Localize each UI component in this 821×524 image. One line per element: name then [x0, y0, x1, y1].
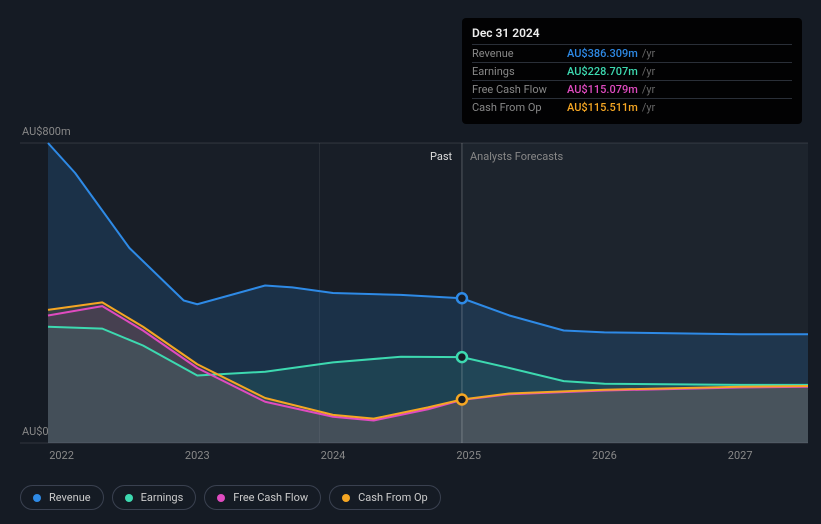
legend-item[interactable]: Earnings — [112, 485, 197, 510]
tooltip-row-unit: /yr — [642, 83, 655, 96]
tooltip-row-value: AU$228.707m — [567, 65, 638, 78]
tooltip-row: EarningsAU$228.707m/yr — [472, 62, 792, 80]
legend-dot-icon — [125, 494, 133, 502]
legend-label: Earnings — [141, 491, 184, 504]
tooltip-row-label: Revenue — [472, 47, 567, 60]
x-axis-tick: 2024 — [321, 449, 346, 462]
chart-plot — [20, 125, 808, 445]
tooltip-row-label: Cash From Op — [472, 101, 567, 114]
tooltip-row-value: AU$386.309m — [567, 47, 638, 60]
past-label: Past — [430, 150, 452, 163]
tooltip-row-unit: /yr — [642, 47, 655, 60]
legend: Revenue Earnings Free Cash Flow Cash From O… — [20, 485, 441, 510]
legend-item[interactable]: Free Cash Flow — [204, 485, 321, 510]
tooltip-row-unit: /yr — [642, 101, 655, 114]
legend-dot-icon — [342, 494, 350, 502]
tooltip-row: RevenueAU$386.309m/yr — [472, 44, 792, 62]
x-axis-tick: 2025 — [456, 449, 481, 462]
forecast-label: Analysts Forecasts — [470, 150, 563, 163]
legend-label: Cash From Op — [358, 491, 428, 504]
tooltip-row: Cash From OpAU$115.511m/yr — [472, 98, 792, 116]
legend-dot-icon — [33, 494, 41, 502]
chart-svg — [20, 125, 808, 465]
tooltip: Dec 31 2024 RevenueAU$386.309m/yrEarning… — [462, 18, 802, 124]
legend-label: Free Cash Flow — [233, 491, 308, 504]
tooltip-row: Free Cash FlowAU$115.079m/yr — [472, 80, 792, 98]
tooltip-row-value: AU$115.079m — [567, 83, 638, 96]
tooltip-row-label: Free Cash Flow — [472, 83, 567, 96]
x-axis-tick: 2027 — [728, 449, 753, 462]
legend-item[interactable]: Revenue — [20, 485, 104, 510]
x-axis-tick: 2022 — [49, 449, 74, 462]
x-axis-tick: 2026 — [592, 449, 617, 462]
legend-label: Revenue — [49, 491, 91, 504]
legend-dot-icon — [217, 494, 225, 502]
tooltip-title: Dec 31 2024 — [472, 26, 792, 40]
tooltip-row-unit: /yr — [642, 65, 655, 78]
x-axis-tick: 2023 — [185, 449, 210, 462]
tooltip-row-label: Earnings — [472, 65, 567, 78]
legend-item[interactable]: Cash From Op — [329, 485, 441, 510]
tooltip-row-value: AU$115.511m — [567, 101, 638, 114]
